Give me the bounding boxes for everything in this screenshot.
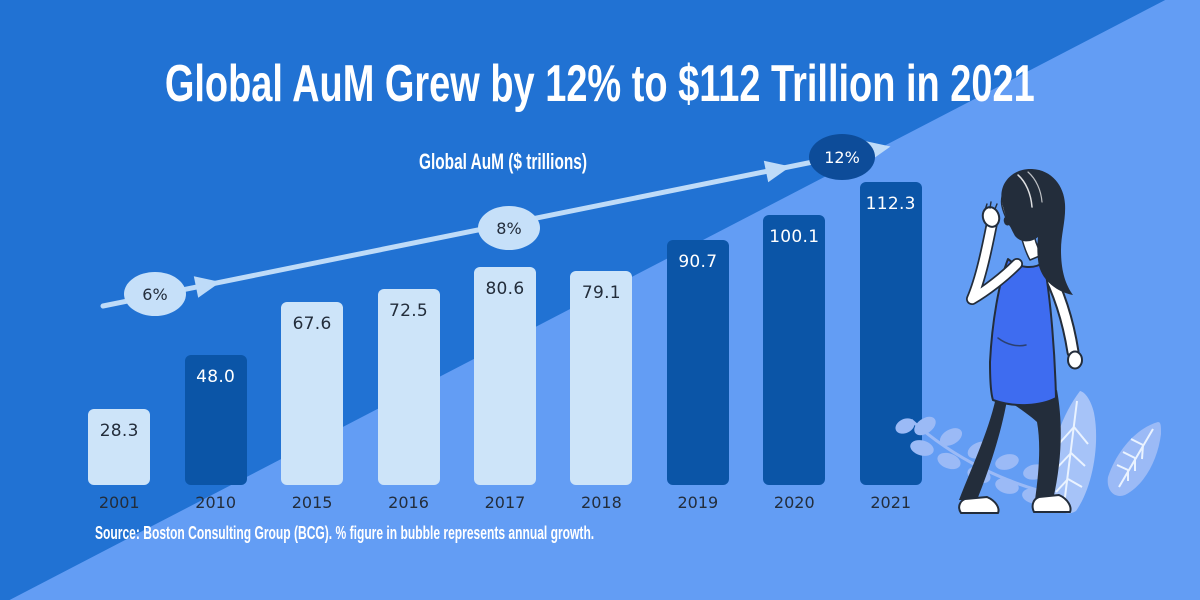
bar-value-label: 80.6	[485, 279, 525, 299]
x-axis-label: 2019	[677, 493, 719, 512]
big-leaf	[1050, 391, 1097, 514]
fingers	[984, 201, 998, 211]
growth-bubble-8pct: 8%	[478, 206, 540, 250]
small-leaf-veins	[1116, 428, 1154, 488]
woman-figure	[958, 168, 1083, 514]
x-axis-label: 2021	[870, 493, 912, 512]
growth-bubble-12pct: 12%	[809, 134, 875, 180]
bar-2017: 80.6	[473, 267, 536, 485]
bar-value-label: 79.1	[581, 283, 621, 303]
growth-bubble-label: 12%	[824, 147, 860, 167]
source-note-text: Source: Boston Consulting Group (BCG). %…	[95, 523, 595, 543]
bar-2019: 90.7	[666, 240, 729, 485]
bar-value-label: 28.3	[99, 421, 139, 441]
front-shoe	[958, 496, 1000, 514]
back-shoe	[1031, 494, 1072, 513]
page-title: Global AuM Grew by 12% to $112 Trillion …	[0, 58, 1200, 110]
clothing-crease	[997, 337, 1027, 347]
source-note: Source: Boston Consulting Group (BCG). %…	[95, 523, 840, 545]
bar-column: 79.1 2018	[553, 271, 649, 512]
bar-column: 48.0 2010	[167, 355, 263, 512]
bar-value-label: 72.5	[389, 301, 429, 321]
bar-2020: 100.1	[763, 215, 826, 485]
back-hand	[1067, 350, 1083, 370]
growth-bubble-label: 6%	[142, 284, 168, 304]
woman-illustration	[895, 168, 1161, 514]
hair-highlight	[1027, 171, 1043, 203]
bar-column: 72.5 2016	[360, 289, 456, 512]
bar-2016: 72.5	[377, 289, 440, 485]
bar-value-label: 100.1	[769, 227, 820, 247]
bar-column: 90.7 2019	[650, 240, 746, 512]
x-axis-label: 2001	[98, 493, 140, 512]
growth-bubble-6pct: 6%	[124, 272, 186, 316]
bar-2010: 48.0	[184, 355, 247, 485]
bar-column: 100.1 2020	[746, 215, 842, 512]
x-axis-label: 2017	[484, 493, 526, 512]
raised-hand	[981, 206, 1001, 228]
hair	[1001, 168, 1073, 295]
bar-value-label: 112.3	[865, 194, 916, 214]
bar-2015: 67.6	[281, 302, 344, 485]
bar-value-label: 48.0	[196, 367, 236, 387]
x-axis-label: 2010	[195, 493, 237, 512]
bar-2018: 79.1	[570, 271, 633, 485]
bar-2001: 28.3	[88, 409, 151, 485]
hair-highlight	[1017, 174, 1033, 208]
x-axis-label: 2016	[388, 493, 429, 512]
growth-bubble-label: 8%	[496, 218, 522, 238]
x-axis-label: 2018	[581, 493, 622, 512]
bar-value-label: 90.7	[678, 252, 718, 272]
bar-column: 80.6 2017	[457, 267, 553, 512]
page-title-text: Global AuM Grew by 12% to $112 Trillion …	[165, 55, 1035, 113]
bar-column: 28.3 2001	[71, 409, 167, 512]
x-axis-label: 2020	[773, 493, 815, 512]
pants	[959, 390, 1061, 500]
x-axis-label: 2015	[291, 493, 333, 512]
bar-column: 67.6 2015	[264, 302, 360, 512]
bar-value-label: 67.6	[292, 314, 332, 334]
